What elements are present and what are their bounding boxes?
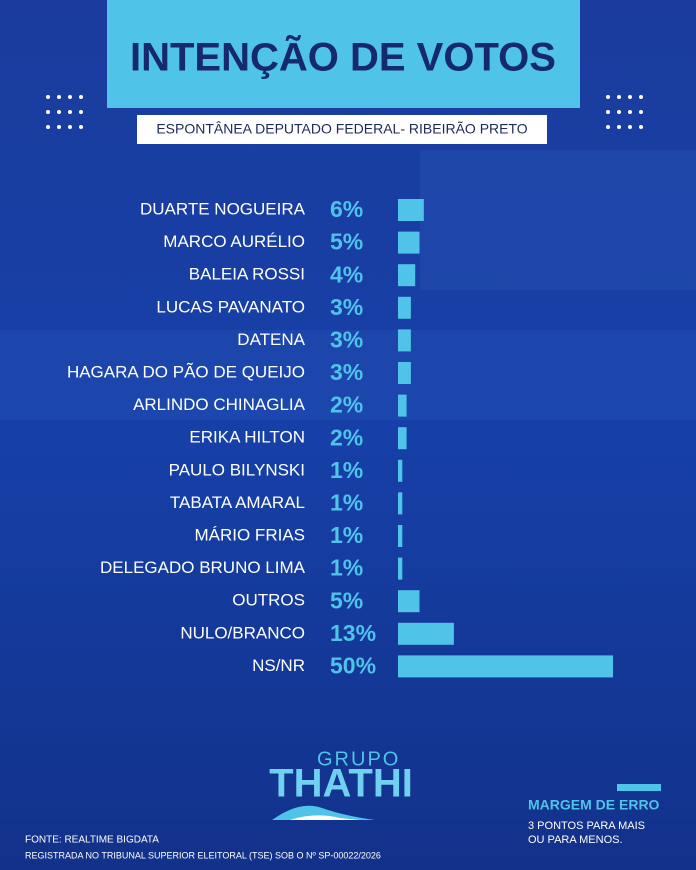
- bar: [398, 557, 403, 580]
- bar: [398, 394, 407, 417]
- margin-text: 3 PONTOS PARA MAIS: [528, 820, 645, 832]
- category-label: LUCAS PAVANATO: [156, 297, 305, 316]
- dot: [628, 110, 632, 114]
- bar: [398, 329, 411, 352]
- dot: [46, 125, 50, 129]
- bar: [398, 427, 407, 450]
- dot: [617, 95, 621, 99]
- margin-bar: [617, 784, 661, 791]
- value-label: 1%: [330, 522, 363, 548]
- chart-title: INTENÇÃO DE VOTOS: [130, 34, 556, 80]
- logo-top: GRUPO: [317, 748, 400, 770]
- dot: [617, 110, 621, 114]
- bar: [398, 525, 403, 547]
- category-label: OUTROS: [232, 591, 305, 610]
- bar: [398, 296, 411, 319]
- value-label: 5%: [330, 587, 363, 613]
- value-label: 1%: [330, 489, 363, 515]
- logo-wave: [272, 805, 375, 820]
- category-label: ARLINDO CHINAGLIA: [133, 395, 306, 414]
- value-label: 3%: [330, 294, 363, 320]
- bar: [398, 362, 411, 384]
- dot: [57, 125, 61, 129]
- decoration: [46, 95, 643, 129]
- category-label: MÁRIO FRIAS: [194, 525, 305, 544]
- logo-main: THATHI: [269, 762, 413, 806]
- category-label: NS/NR: [252, 656, 305, 675]
- dot: [79, 110, 83, 114]
- dot: [79, 125, 83, 129]
- category-label: DUARTE NOGUEIRA: [140, 199, 306, 218]
- value-label: 2%: [330, 392, 363, 418]
- dot: [57, 95, 61, 99]
- category-label: PAULO BILYNSKI: [169, 460, 305, 479]
- bg-shape: [0, 330, 696, 420]
- dot: [606, 95, 610, 99]
- value-label: 6%: [330, 196, 363, 222]
- dot: [628, 125, 632, 129]
- value-label: 1%: [330, 555, 363, 581]
- category-label: MARCO AURÉLIO: [163, 232, 305, 251]
- dot: [639, 125, 643, 129]
- value-label: 13%: [330, 620, 376, 646]
- value-label: 50%: [330, 652, 376, 678]
- dot: [46, 110, 50, 114]
- category-label: BALEIA ROSSI: [189, 265, 305, 284]
- value-label: 3%: [330, 326, 363, 352]
- dot: [639, 110, 643, 114]
- category-label: DATENA: [237, 330, 305, 349]
- category-label: NULO/BRANCO: [180, 623, 305, 642]
- dot: [68, 95, 72, 99]
- category-label: ERIKA HILTON: [189, 428, 305, 447]
- bg-shape: [420, 150, 696, 290]
- registration: REGISTRADA NO TRIBUNAL SUPERIOR ELEITORA…: [25, 850, 381, 860]
- bar: [398, 492, 403, 515]
- category-label: TABATA AMARAL: [170, 493, 305, 512]
- title-box: [107, 0, 580, 108]
- dot: [46, 95, 50, 99]
- category-label: HAGARA DO PÃO DE QUEIJO: [67, 362, 305, 381]
- bar: [398, 199, 424, 221]
- bar: [398, 231, 420, 254]
- dot: [617, 125, 621, 129]
- value-label: 2%: [330, 424, 363, 450]
- logo-wave: [290, 815, 360, 820]
- value-label: 5%: [330, 229, 363, 255]
- dot: [68, 125, 72, 129]
- bar: [398, 264, 416, 287]
- margin-text: OU PARA MENOS.: [528, 834, 623, 846]
- margin-title: MARGEM DE ERRO: [528, 797, 660, 813]
- bar: [398, 655, 613, 678]
- source: FONTE: REALTIME BIGDATA: [25, 835, 159, 846]
- dot: [68, 110, 72, 114]
- bar: [398, 590, 420, 613]
- dot: [639, 95, 643, 99]
- dot: [79, 95, 83, 99]
- bar: [398, 459, 403, 482]
- value-label: 3%: [330, 359, 363, 385]
- dot: [57, 110, 61, 114]
- value-label: 1%: [330, 457, 363, 483]
- bar: [398, 622, 454, 645]
- dot: [628, 95, 632, 99]
- category-label: DELEGADO BRUNO LIMA: [100, 558, 306, 577]
- chart-subtitle: ESPONTÂNEA DEPUTADO FEDERAL- RIBEIRÃO PR…: [156, 121, 527, 137]
- dot: [606, 110, 610, 114]
- value-label: 4%: [330, 261, 363, 287]
- subtitle-box: [137, 115, 547, 144]
- dot: [606, 125, 610, 129]
